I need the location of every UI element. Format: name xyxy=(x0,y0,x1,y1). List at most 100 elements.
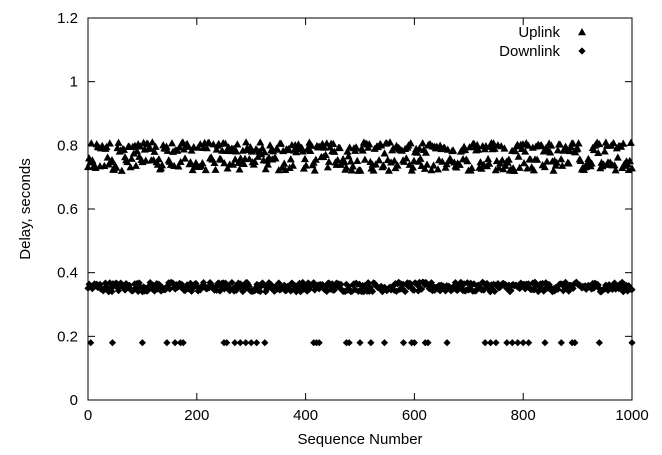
downlink-point xyxy=(135,279,143,287)
uplink-point xyxy=(220,159,229,167)
uplink-point xyxy=(212,145,221,153)
uplink-point xyxy=(369,166,378,174)
x-tick-label: 400 xyxy=(293,407,318,424)
uplink-point xyxy=(611,166,620,174)
uplink-point xyxy=(320,143,329,151)
uplink-point xyxy=(131,161,140,169)
downlink-point xyxy=(377,282,385,290)
uplink-point xyxy=(420,164,429,172)
uplink-point xyxy=(427,165,436,174)
downlink-point xyxy=(389,282,397,290)
uplink-point xyxy=(84,162,92,171)
uplink-point xyxy=(418,139,427,147)
uplink-point xyxy=(510,166,519,174)
downlink-point xyxy=(595,284,603,293)
uplink-point xyxy=(202,144,211,152)
legend-marker-downlink xyxy=(578,47,586,55)
uplink-point xyxy=(288,161,297,169)
downlink-point xyxy=(102,283,111,291)
uplink-point xyxy=(129,149,138,157)
uplink-point xyxy=(360,155,369,163)
uplink-point xyxy=(107,156,116,164)
uplink-point xyxy=(188,165,197,174)
legend: Uplink Downlink xyxy=(499,24,586,60)
uplink-point xyxy=(335,143,344,152)
x-tick-label: 0 xyxy=(84,407,92,424)
downlink-point xyxy=(550,287,559,295)
uplink-point xyxy=(356,166,365,174)
downlink-point xyxy=(364,279,372,287)
uplink-point xyxy=(484,154,493,163)
downlink-point xyxy=(122,279,130,288)
uplink-point xyxy=(421,148,430,156)
x-tick-label: 200 xyxy=(184,407,209,424)
downlink-point xyxy=(275,279,283,287)
uplink-point xyxy=(162,142,171,150)
uplink-point xyxy=(285,163,294,171)
uplink-point xyxy=(613,153,622,161)
uplink-point xyxy=(540,162,549,171)
uplink-point xyxy=(302,161,311,169)
uplink-point xyxy=(375,156,384,164)
uplink-point xyxy=(413,148,422,156)
downlink-outlier-point xyxy=(171,339,179,347)
downlink-outlier-point xyxy=(315,339,323,347)
downlink-point xyxy=(417,285,426,293)
uplink-point xyxy=(429,161,438,169)
downlink-point xyxy=(108,287,116,296)
uplink-point xyxy=(175,143,184,151)
downlink-outlier-point xyxy=(503,339,511,347)
x-axis-title: Sequence Number xyxy=(297,431,422,448)
uplink-point xyxy=(246,143,255,151)
uplink-point xyxy=(599,160,608,168)
axis-ticks: 0 200 400 600 800 1000 0 0.2 0.4 0.6 0.8 1 1.2 xyxy=(57,10,649,424)
downlink-point xyxy=(199,278,208,287)
downlink-outlier-point xyxy=(380,339,389,347)
downlink-outlier-point xyxy=(571,339,579,347)
uplink-point xyxy=(546,148,555,156)
downlink-outlier-point xyxy=(486,339,495,347)
uplink-point xyxy=(306,146,315,155)
uplink-point xyxy=(537,141,546,149)
uplink-point xyxy=(223,164,232,172)
downlink-point xyxy=(426,285,434,293)
uplink-point xyxy=(443,145,452,153)
uplink-point xyxy=(167,139,176,147)
downlink-outlier-point xyxy=(443,339,451,347)
uplink-point xyxy=(353,156,362,164)
downlink-point xyxy=(348,287,356,296)
uplink-point xyxy=(587,159,596,167)
uplink-point xyxy=(433,165,442,173)
downlink-outlier-point xyxy=(261,339,269,347)
downlink-point xyxy=(322,283,330,292)
uplink-point xyxy=(595,139,604,148)
uplink-point xyxy=(628,164,636,172)
uplink-point xyxy=(423,160,432,168)
uplink-point xyxy=(198,159,207,167)
uplink-point xyxy=(618,163,627,171)
uplink-point xyxy=(181,154,190,162)
uplink-point xyxy=(342,163,351,171)
uplink-point xyxy=(176,157,185,166)
downlink-point xyxy=(106,279,114,287)
downlink-point xyxy=(305,285,313,293)
downlink-outlier-point xyxy=(367,339,375,347)
downlink-outlier-point xyxy=(481,339,489,347)
uplink-point xyxy=(286,155,295,163)
downlink-point xyxy=(407,280,415,288)
uplink-point xyxy=(310,166,319,174)
downlink-outlier-point xyxy=(345,339,353,347)
downlink-point xyxy=(516,284,524,293)
downlink-point xyxy=(228,278,236,287)
downlink-outlier-point xyxy=(410,339,418,347)
downlink-point xyxy=(537,284,546,292)
downlink-point xyxy=(280,281,288,289)
downlink-point xyxy=(604,286,612,295)
downlink-point xyxy=(491,287,499,296)
downlink-point xyxy=(413,281,421,289)
downlink-point xyxy=(252,284,260,292)
downlink-point xyxy=(541,285,549,293)
uplink-point xyxy=(511,147,520,155)
uplink-point xyxy=(280,159,289,167)
uplink-point xyxy=(352,143,361,151)
